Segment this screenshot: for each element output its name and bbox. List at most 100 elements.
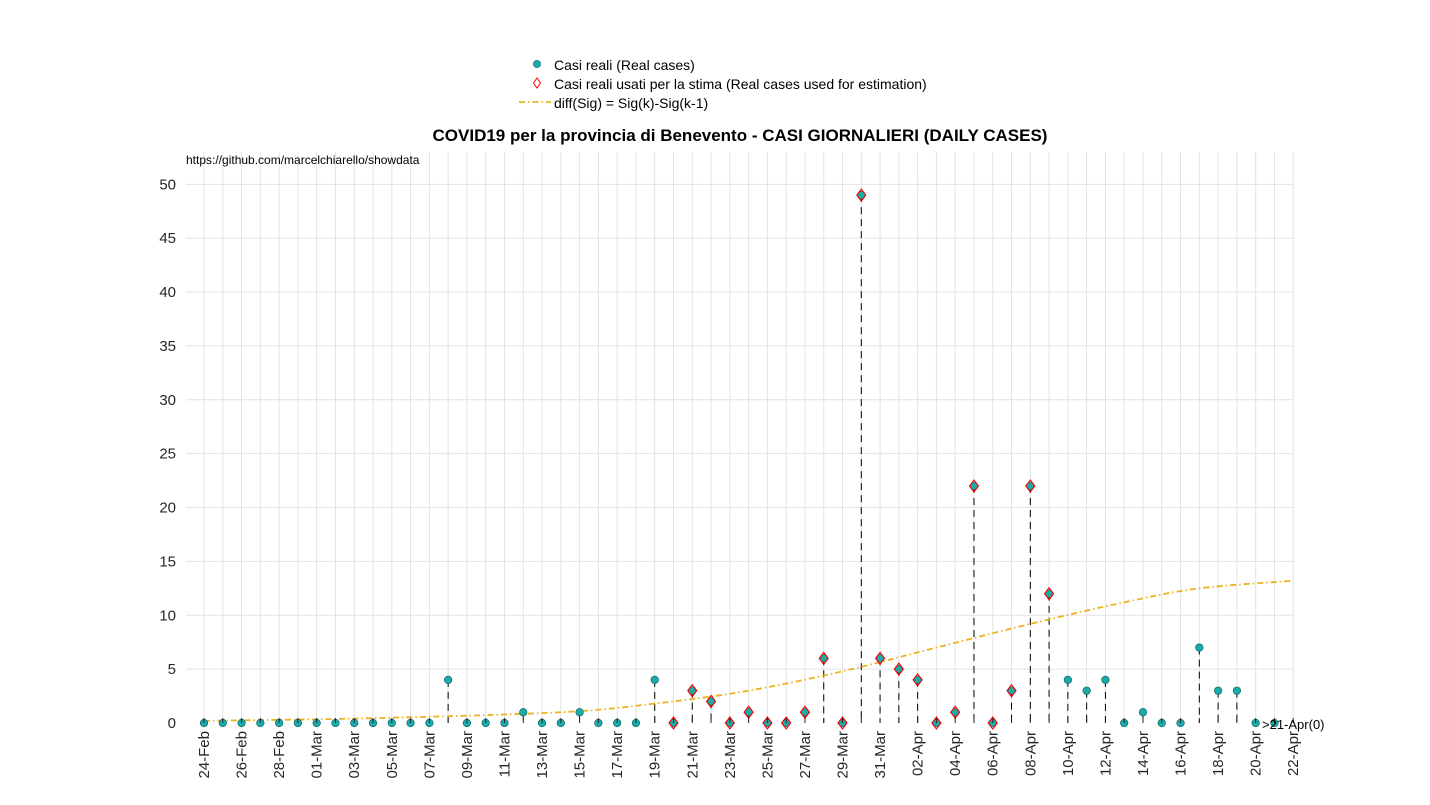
x-tick-label: 05-Mar bbox=[384, 731, 401, 779]
estimation-point bbox=[762, 716, 773, 730]
legend-item-used-cases: Casi reali usati per la stima (Real case… bbox=[532, 76, 927, 92]
real-case-point bbox=[1101, 675, 1110, 685]
real-case-point bbox=[1026, 481, 1035, 491]
y-tick-label: 25 bbox=[159, 446, 176, 463]
real-case-point bbox=[575, 708, 584, 717]
real-case-point bbox=[857, 190, 866, 200]
estimation-point bbox=[668, 716, 679, 730]
x-tick-label: 04-Apr bbox=[947, 731, 964, 776]
chart-title: COVID19 per la provincia di Benevento - … bbox=[433, 126, 1048, 145]
estimation-point bbox=[856, 188, 867, 203]
y-tick-label: 50 bbox=[159, 176, 176, 193]
x-tick-label: 21-Mar bbox=[684, 731, 701, 779]
y-tick-label: 45 bbox=[159, 230, 176, 247]
axis-layer: 0 5 10 15 20 25 30 35 40 45 50 24-Feb 26-Feb 28-Feb 01… bbox=[159, 176, 1302, 778]
x-tick-label: 14-Apr bbox=[1135, 731, 1152, 776]
plot-area bbox=[186, 152, 1294, 723]
estimation-point bbox=[687, 683, 698, 698]
real-case-point bbox=[875, 654, 885, 663]
real-case-point bbox=[650, 675, 659, 685]
estimation-point bbox=[893, 662, 905, 677]
x-tick-label: 08-Apr bbox=[1022, 731, 1039, 776]
estimation-point bbox=[912, 672, 923, 687]
real-case-point bbox=[800, 708, 810, 717]
real-case-point bbox=[1007, 686, 1016, 695]
x-tick-label: 15-Mar bbox=[572, 731, 589, 779]
estimation-point bbox=[1043, 586, 1055, 601]
x-tick-label: 27-Mar bbox=[797, 731, 814, 779]
legend: Casi reali (Real cases) Casi reali usati… bbox=[519, 57, 927, 111]
x-tick-label: 31-Mar bbox=[872, 731, 889, 779]
x-tick-label: 16-Apr bbox=[1173, 731, 1190, 776]
x-tick-label: 26-Feb bbox=[234, 731, 251, 779]
diff-sig-curve bbox=[203, 579, 1294, 722]
x-tick-label: 17-Mar bbox=[609, 731, 626, 779]
x-tick-label: 11-Mar bbox=[496, 731, 513, 777]
y-tick-label: 30 bbox=[159, 392, 176, 409]
end-label: >21-Apr(0) bbox=[1262, 717, 1325, 732]
x-tick-label: 22-Apr bbox=[1285, 731, 1302, 776]
legend-item-diff-sig: diff(Sig) = Sig(k)-Sig(k-1) bbox=[519, 95, 708, 111]
x-tick-label: 01-Mar bbox=[309, 731, 326, 779]
legend-label-real-cases: Casi reali (Real cases) bbox=[554, 57, 695, 73]
real-case-point bbox=[688, 686, 697, 695]
legend-marker-circle bbox=[533, 60, 541, 68]
real-case-point bbox=[1138, 708, 1148, 717]
x-tick-label: 13-Mar bbox=[534, 731, 551, 779]
x-tick-label: 25-Mar bbox=[759, 731, 776, 779]
real-case-point bbox=[894, 665, 903, 674]
y-tick-label: 0 bbox=[168, 715, 176, 732]
real-case-point bbox=[1214, 686, 1223, 695]
estimation-point bbox=[724, 716, 736, 730]
real-case-point bbox=[1082, 686, 1091, 695]
y-tick-label: 35 bbox=[159, 338, 176, 355]
x-tick-label: 28-Feb bbox=[271, 731, 288, 779]
estimation-point bbox=[987, 716, 998, 730]
real-case-point bbox=[913, 675, 922, 685]
x-tick-label: 23-Mar bbox=[722, 731, 739, 779]
real-case-point bbox=[951, 708, 960, 717]
real-case-point bbox=[519, 708, 528, 717]
x-tick-label: 03-Mar bbox=[346, 731, 363, 779]
x-tick-label: 02-Apr bbox=[910, 731, 927, 776]
legend-marker-diamond bbox=[532, 77, 542, 89]
legend-label-diff-sig: diff(Sig) = Sig(k)-Sig(k-1) bbox=[554, 95, 708, 111]
legend-label-used-cases: Casi reali usati per la stima (Real case… bbox=[554, 76, 927, 92]
estimation-point bbox=[780, 716, 792, 730]
real-case-point bbox=[1044, 589, 1054, 598]
estimation-point bbox=[818, 651, 829, 666]
y-tick-label: 40 bbox=[159, 284, 176, 301]
grid-layer bbox=[186, 152, 1294, 723]
x-tick-label: 18-Apr bbox=[1210, 731, 1227, 776]
legend-item-real-cases: Casi reali (Real cases) bbox=[533, 57, 695, 73]
real-case-point bbox=[444, 675, 453, 685]
x-tick-label: 24-Feb bbox=[196, 731, 213, 779]
estimation-point bbox=[705, 694, 717, 709]
curve-layer bbox=[203, 579, 1294, 722]
estimation-point bbox=[837, 716, 848, 730]
real-case-point bbox=[1232, 686, 1241, 695]
y-tick-label: 10 bbox=[159, 607, 176, 624]
x-tick-label: 07-Mar bbox=[421, 731, 438, 779]
real-case-point bbox=[1063, 675, 1072, 685]
real-case-point bbox=[969, 481, 979, 491]
source-url: https://github.com/marcelchiarello/showd… bbox=[186, 153, 420, 167]
real-case-point bbox=[1195, 643, 1204, 652]
real-case-point bbox=[706, 697, 716, 706]
x-tick-label: 12-Apr bbox=[1097, 731, 1114, 776]
y-tick-label: 15 bbox=[159, 553, 176, 570]
estimation-point bbox=[1006, 683, 1017, 698]
x-tick-label: 29-Mar bbox=[835, 731, 852, 779]
x-tick-label: 09-Mar bbox=[459, 731, 476, 779]
real-case-point bbox=[819, 654, 828, 663]
y-tick-label: 5 bbox=[168, 661, 176, 678]
x-tick-label: 20-Apr bbox=[1248, 731, 1265, 776]
x-tick-label: 10-Apr bbox=[1060, 731, 1077, 776]
x-tick-label: 06-Apr bbox=[985, 731, 1002, 776]
stem-layer bbox=[447, 195, 1238, 723]
x-tick-label: 19-Mar bbox=[647, 731, 664, 779]
real-case-point bbox=[744, 708, 753, 717]
estimation-point bbox=[931, 716, 942, 730]
